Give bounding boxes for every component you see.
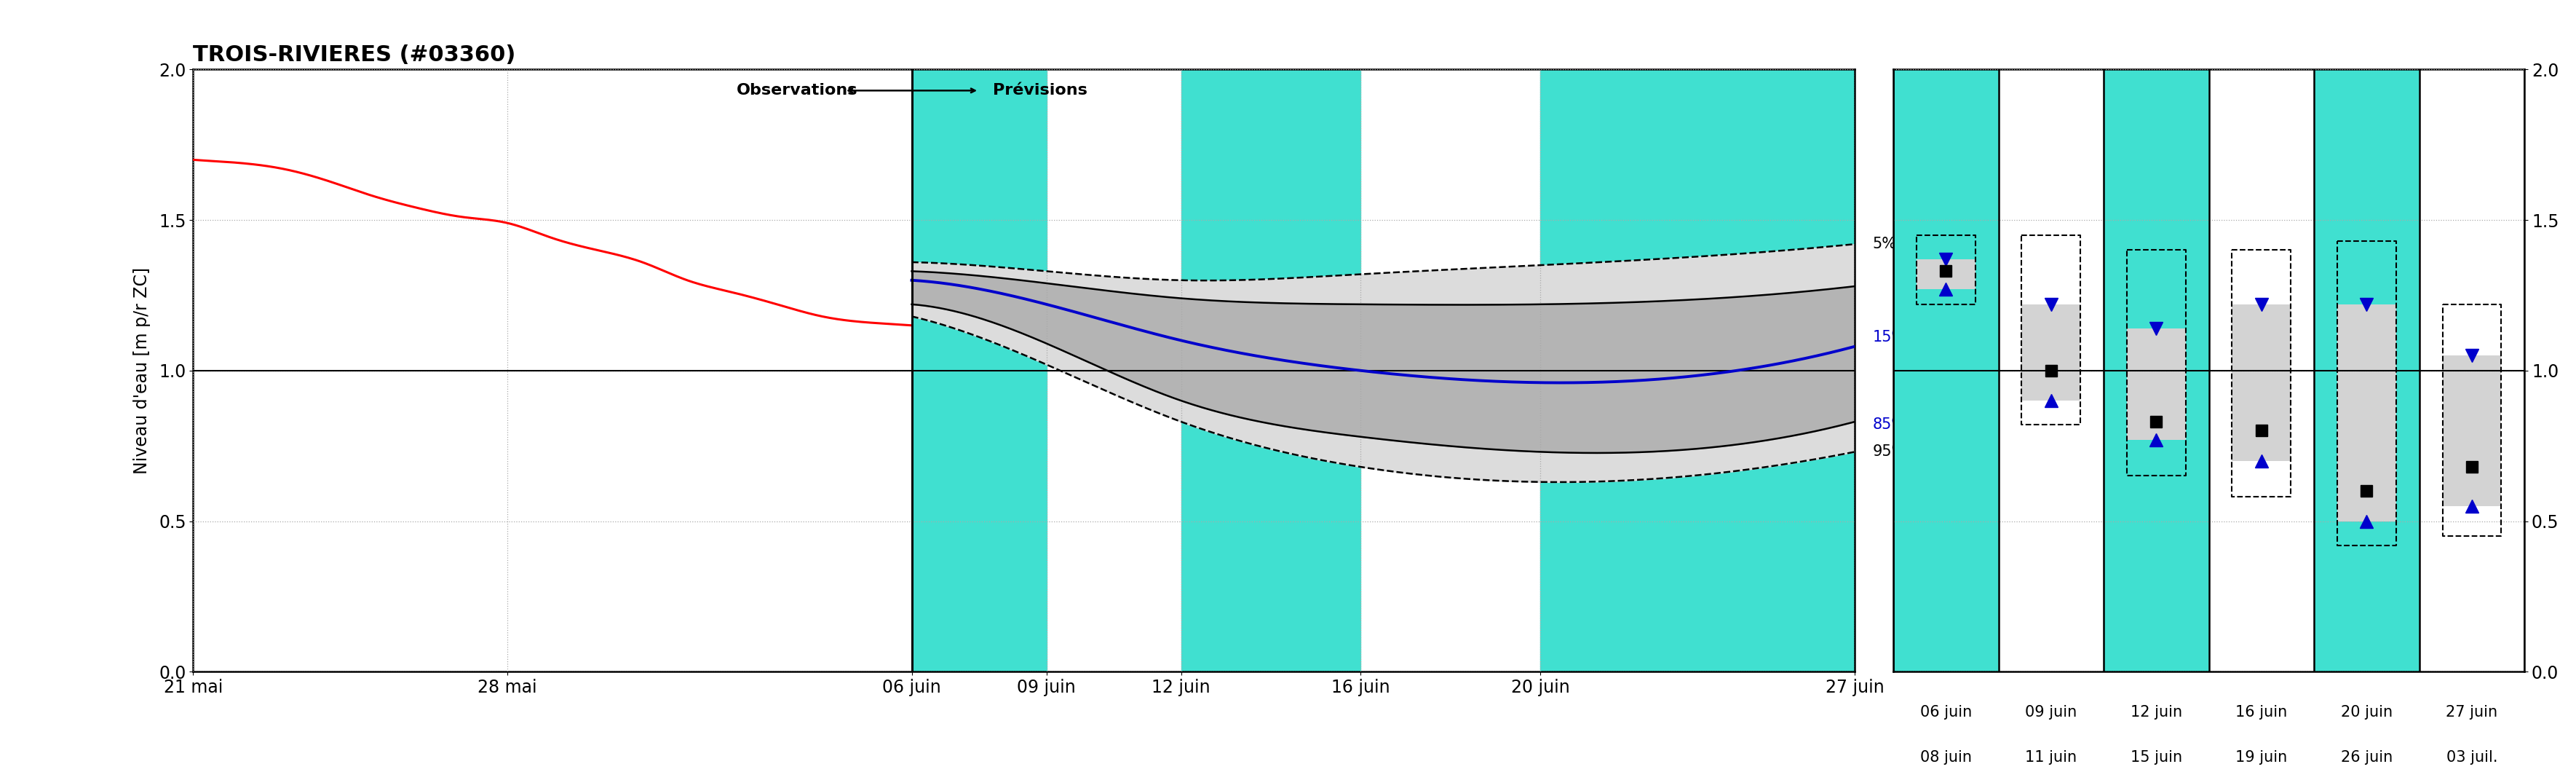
Text: 20 juin: 20 juin [2342,705,2393,720]
Text: 27 juin: 27 juin [2447,705,2499,720]
Text: 06 juin: 06 juin [1919,705,1971,720]
Bar [2419,69,2524,672]
Bar [2022,304,2081,401]
Text: 15 juin: 15 juin [2130,750,2182,764]
Bar [912,69,1046,672]
Text: 09 juin: 09 juin [2025,705,2076,720]
Text: 85%: 85% [1873,418,1906,432]
Bar [1540,69,1855,672]
Bar [2105,69,2210,672]
Bar [2128,328,2187,440]
Text: 15%: 15% [1873,330,1906,345]
Bar [1999,69,2105,672]
Text: Prévisions: Prévisions [992,83,1087,98]
Text: 11 juin: 11 juin [2025,750,2076,764]
Bar [2231,304,2290,461]
Y-axis label: Niveau d'eau [m p/r ZC]: Niveau d'eau [m p/r ZC] [134,267,149,474]
Text: 16 juin: 16 juin [2236,705,2287,720]
Bar [1893,69,1999,672]
Bar [2336,304,2396,521]
Text: 95%: 95% [1873,445,1906,459]
Text: TROIS-RIVIERES (#03360): TROIS-RIVIERES (#03360) [193,45,515,66]
Bar [2210,69,2313,672]
Text: Observations: Observations [737,83,858,98]
Text: 5%: 5% [1873,237,1896,252]
Text: 19 juin: 19 juin [2236,750,2287,764]
Text: 26 juin: 26 juin [2342,750,2393,764]
Bar [2313,69,2419,672]
Bar [1917,259,1976,290]
Bar [1182,69,1360,672]
Text: 08 juin: 08 juin [1919,750,1971,764]
Bar [2442,355,2501,506]
Text: 03 juil.: 03 juil. [2447,750,2499,764]
Text: 12 juin: 12 juin [2130,705,2182,720]
